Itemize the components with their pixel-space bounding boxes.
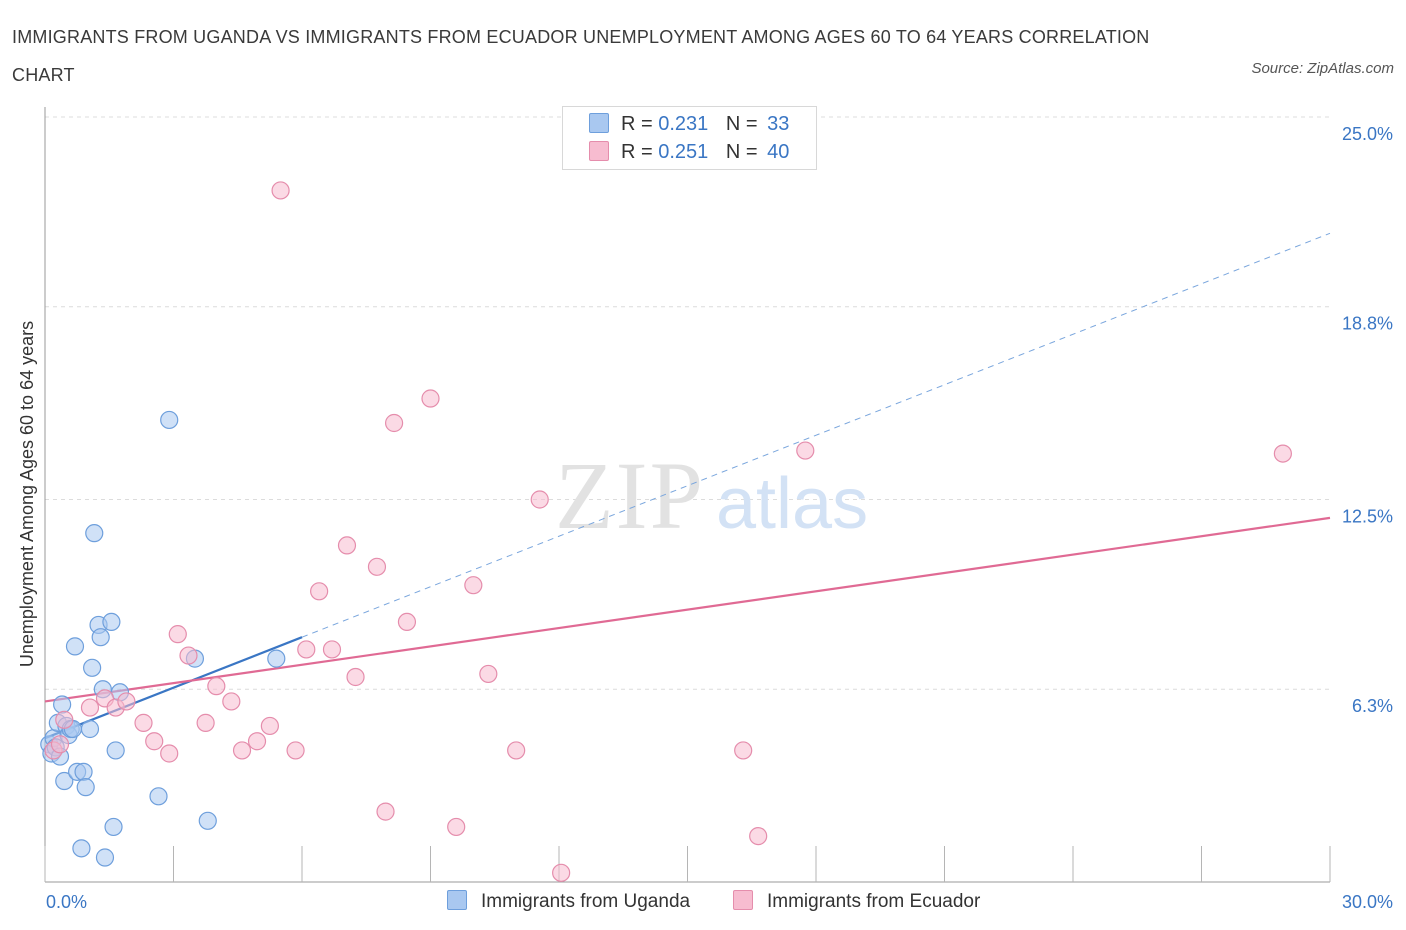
y-tick-label: 18.8% [1342, 314, 1393, 334]
y-tick-label: 25.0% [1342, 124, 1393, 144]
ecuador-trend-line [44, 516, 1331, 703]
ecuador-point [421, 389, 440, 408]
uganda-point [267, 649, 286, 668]
uganda-point [65, 637, 85, 656]
uganda-point [85, 524, 104, 543]
r-value: 0.231 [658, 113, 709, 135]
ecuador-point [734, 741, 753, 760]
n-value: 40 [767, 141, 790, 163]
uganda-point [80, 719, 100, 739]
ecuador-point [80, 698, 100, 717]
ecuador-point [260, 716, 279, 736]
uganda-point [104, 817, 123, 837]
uganda-point [198, 811, 217, 830]
ecuador-point [168, 625, 187, 644]
legend-uganda: Immigrants from Uganda [447, 889, 690, 915]
y-axis-label: Unemployment Among Ages 60 to 64 years [17, 321, 37, 667]
data-points [40, 181, 1292, 882]
ecuador-legend-label: Immigrants from Ecuador [767, 891, 981, 912]
ecuador-point [117, 692, 136, 711]
ecuador-point [397, 612, 417, 632]
uganda-point [74, 762, 93, 781]
ecuador-point [322, 640, 342, 659]
gridlines [45, 116, 1330, 690]
ecuador-point [1273, 444, 1292, 463]
n-label: N = [725, 141, 758, 163]
ecuador-point [507, 741, 526, 760]
ecuador-point [464, 576, 483, 595]
uganda-point [83, 658, 102, 677]
uganda-point [149, 787, 168, 806]
x-tick-label: 30.0% [1342, 892, 1393, 912]
r-value: 0.251 [658, 141, 709, 163]
ecuador-point [55, 710, 74, 729]
ecuador-point [367, 557, 387, 576]
uganda-trend-extension [301, 232, 1331, 638]
x-tick-label: 0.0% [46, 892, 87, 912]
watermark: ZIP atlas [555, 442, 868, 549]
uganda-point [106, 741, 125, 760]
ecuador-point [376, 802, 395, 821]
ecuador-point [196, 713, 215, 732]
uganda-point [95, 848, 115, 867]
ecuador-point [297, 640, 316, 659]
ecuador-point [160, 744, 179, 763]
uganda-point [91, 628, 110, 647]
stats-row-ecuador: R = 0.251 N = 40 [589, 140, 789, 164]
uganda-point [76, 778, 95, 797]
tick-labels: 6.3% 12.5% 18.8% 25.0% 0.0% 30.0% [46, 124, 1393, 912]
stats-legend: R = 0.231 N = 33 R = 0.251 N = 40 [562, 106, 817, 170]
ecuador-point [145, 732, 164, 751]
ecuador-legend-swatch [733, 890, 753, 910]
y-tick-label: 6.3% [1352, 696, 1393, 716]
uganda-legend-swatch [447, 890, 467, 910]
ecuador-point [749, 826, 768, 846]
ecuador-point [134, 713, 153, 732]
stats-row-uganda: R = 0.231 N = 33 [589, 112, 789, 136]
legend-ecuador: Immigrants from Ecuador [733, 889, 980, 915]
uganda-legend-label: Immigrants from Uganda [481, 891, 691, 912]
uganda-point [53, 695, 72, 714]
ecuador-point [222, 692, 241, 711]
ecuador-point [179, 646, 198, 665]
uganda-point [72, 839, 91, 858]
n-value: 33 [767, 113, 790, 135]
ecuador-point [552, 863, 571, 882]
source-label: Source: ZipAtlas.com [1251, 60, 1394, 77]
uganda-point [55, 771, 74, 791]
ecuador-point [232, 741, 252, 760]
ecuador-point [530, 490, 549, 509]
y-tick-label: 12.5% [1342, 507, 1393, 527]
ecuador-swatch [589, 141, 609, 161]
ecuador-point [447, 817, 466, 837]
ecuador-point [337, 536, 357, 555]
ecuador-point [310, 582, 329, 601]
ecuador-point [479, 664, 498, 684]
chart-title: IMMIGRANTS FROM UGANDA VS IMMIGRANTS FRO… [12, 27, 1150, 85]
ecuador-point [286, 741, 305, 760]
ecuador-point [207, 677, 226, 696]
ecuador-point [247, 732, 267, 751]
uganda-swatch [589, 113, 609, 133]
ecuador-point [271, 181, 290, 200]
n-label: N = [725, 113, 758, 135]
uganda-point [160, 410, 179, 430]
r-label: R = [621, 141, 653, 163]
r-label: R = [621, 113, 653, 135]
watermark-atlas: atlas [716, 464, 868, 544]
ecuador-point [384, 413, 404, 433]
ecuador-point [50, 735, 70, 754]
uganda-point [102, 612, 121, 632]
ecuador-point [346, 667, 365, 687]
ecuador-point [796, 441, 815, 460]
watermark-zip: ZIP [555, 442, 705, 549]
